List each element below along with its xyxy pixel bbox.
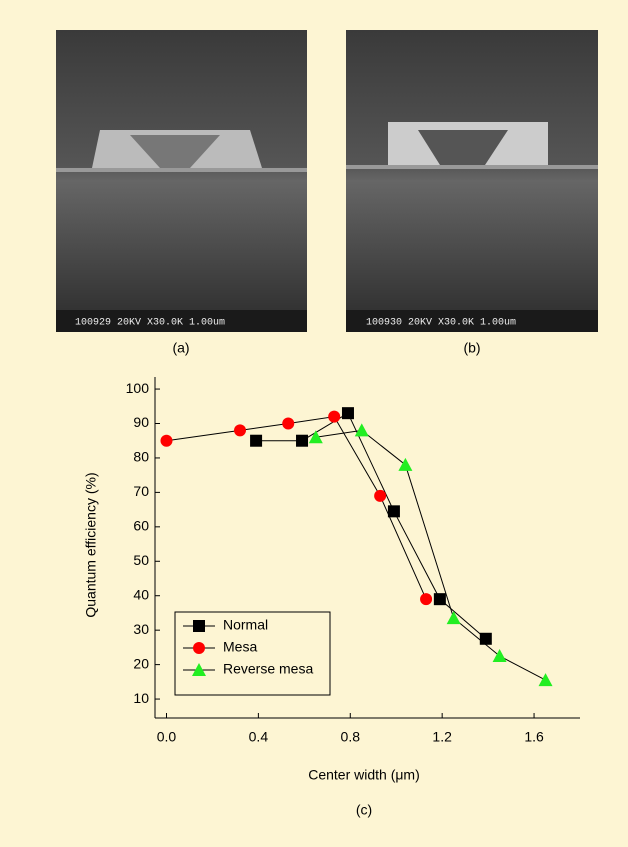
y-axis-label: Quantum efficiency (%) — [83, 472, 99, 617]
marker — [328, 411, 340, 423]
panel-label: (c) — [356, 802, 372, 818]
series-line — [316, 430, 546, 680]
marker — [374, 490, 386, 502]
legend-label: Normal — [223, 617, 268, 633]
y-tick-label: 100 — [126, 380, 150, 396]
marker — [420, 593, 432, 605]
marker — [282, 418, 294, 430]
sem-image-b — [346, 30, 598, 332]
x-tick-label: 0.8 — [341, 729, 361, 745]
marker — [296, 435, 308, 447]
marker — [493, 649, 507, 662]
sem-image-a — [56, 30, 307, 332]
sem-info: 100929 20KV X30.0K 1.00um — [75, 318, 225, 329]
y-tick-label: 10 — [133, 690, 149, 706]
panel-label: (b) — [463, 340, 480, 356]
y-tick-label: 50 — [133, 552, 149, 568]
panel-label: (a) — [172, 340, 189, 356]
figure: 100929 20KV X30.0K 1.00um 100930 20KV X3… — [0, 0, 628, 847]
marker — [234, 424, 246, 436]
legend-marker — [193, 620, 205, 632]
marker — [398, 458, 412, 471]
y-tick-label: 30 — [133, 621, 149, 637]
marker — [160, 435, 172, 447]
y-tick-label: 60 — [133, 518, 149, 534]
marker — [539, 673, 553, 686]
series-line — [256, 413, 486, 639]
x-tick-label: 0.4 — [249, 729, 269, 745]
y-tick-label: 40 — [133, 586, 149, 602]
marker — [388, 505, 400, 517]
y-tick-label: 20 — [133, 655, 149, 671]
marker — [434, 593, 446, 605]
page: 100929 20KV X30.0K 1.00um 100930 20KV X3… — [0, 0, 628, 847]
y-tick-label: 90 — [133, 414, 149, 430]
y-tick-label: 70 — [133, 483, 149, 499]
legend-label: Mesa — [223, 639, 257, 655]
x-tick-label: 1.6 — [524, 729, 544, 745]
marker — [355, 423, 369, 436]
marker — [447, 611, 461, 624]
x-tick-label: 1.2 — [432, 729, 452, 745]
legend-label: Reverse mesa — [223, 661, 313, 677]
marker — [342, 407, 354, 419]
y-tick-label: 80 — [133, 449, 149, 465]
legend-marker — [193, 642, 205, 654]
sem-info: 100930 20KV X30.0K 1.00um — [366, 318, 516, 329]
x-axis-label: Center width (μm) — [308, 767, 420, 783]
x-tick-label: 0.0 — [157, 729, 177, 745]
marker — [480, 633, 492, 645]
marker — [250, 435, 262, 447]
